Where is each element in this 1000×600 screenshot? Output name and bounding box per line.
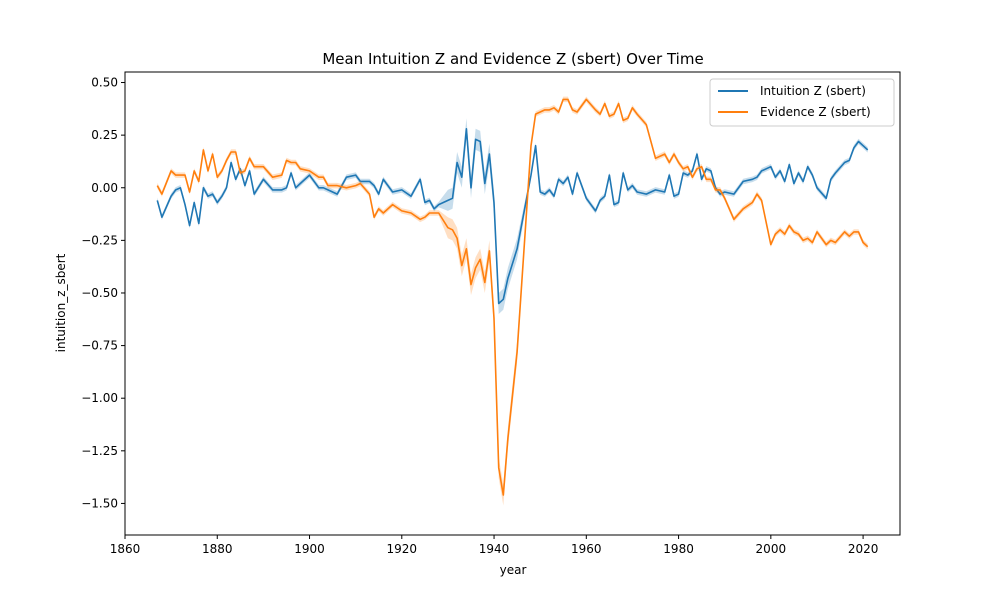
series-band-intuition — [157, 118, 868, 314]
chart-title: Mean Intuition Z and Evidence Z (sbert) … — [322, 50, 703, 68]
x-tick-label: 1980 — [663, 542, 694, 556]
y-tick-label: −1.25 — [81, 444, 118, 458]
x-tick-label: 1920 — [387, 542, 418, 556]
x-tick-label: 2020 — [848, 542, 879, 556]
y-axis: 0.50 0.25 0.00 −0.25 −0.50 −0.75 −1.00 −1.25 −1.… — [81, 76, 125, 510]
series-line-intuition — [156, 128, 869, 305]
series-line-evidence — [156, 98, 869, 496]
y-tick-label: −1.50 — [81, 496, 118, 510]
y-tick-label: 0.50 — [91, 76, 118, 90]
x-tick-label: 1940 — [479, 542, 510, 556]
y-tick-label: −0.25 — [81, 233, 118, 247]
series-layer — [156, 96, 869, 506]
x-tick-label: 1880 — [202, 542, 233, 556]
x-tick-label: 1860 — [110, 542, 141, 556]
legend-box — [709, 78, 895, 127]
y-tick-label: −0.50 — [81, 286, 118, 300]
legend-label-evidence: Evidence Z (sbert) — [760, 105, 871, 119]
series-band-evidence — [157, 96, 868, 506]
legend: Intuition Z (sbert) Evidence Z (sbert) — [709, 78, 895, 127]
x-tick-label: 1960 — [571, 542, 602, 556]
x-axis: 1860 1880 1900 1920 1940 1960 1980 2000 2020 — [110, 535, 879, 556]
legend-label-intuition: Intuition Z (sbert) — [760, 84, 866, 98]
y-axis-label: intuition_z_sbert — [54, 253, 68, 352]
plot-frame — [124, 71, 901, 536]
y-tick-label: 0.25 — [91, 128, 118, 142]
x-axis-label: year — [500, 563, 527, 577]
x-tick-label: 1900 — [294, 542, 325, 556]
y-tick-label: 0.00 — [91, 181, 118, 195]
x-tick-label: 2000 — [756, 542, 787, 556]
y-tick-label: −1.00 — [81, 391, 118, 405]
y-tick-label: −0.75 — [81, 339, 118, 353]
